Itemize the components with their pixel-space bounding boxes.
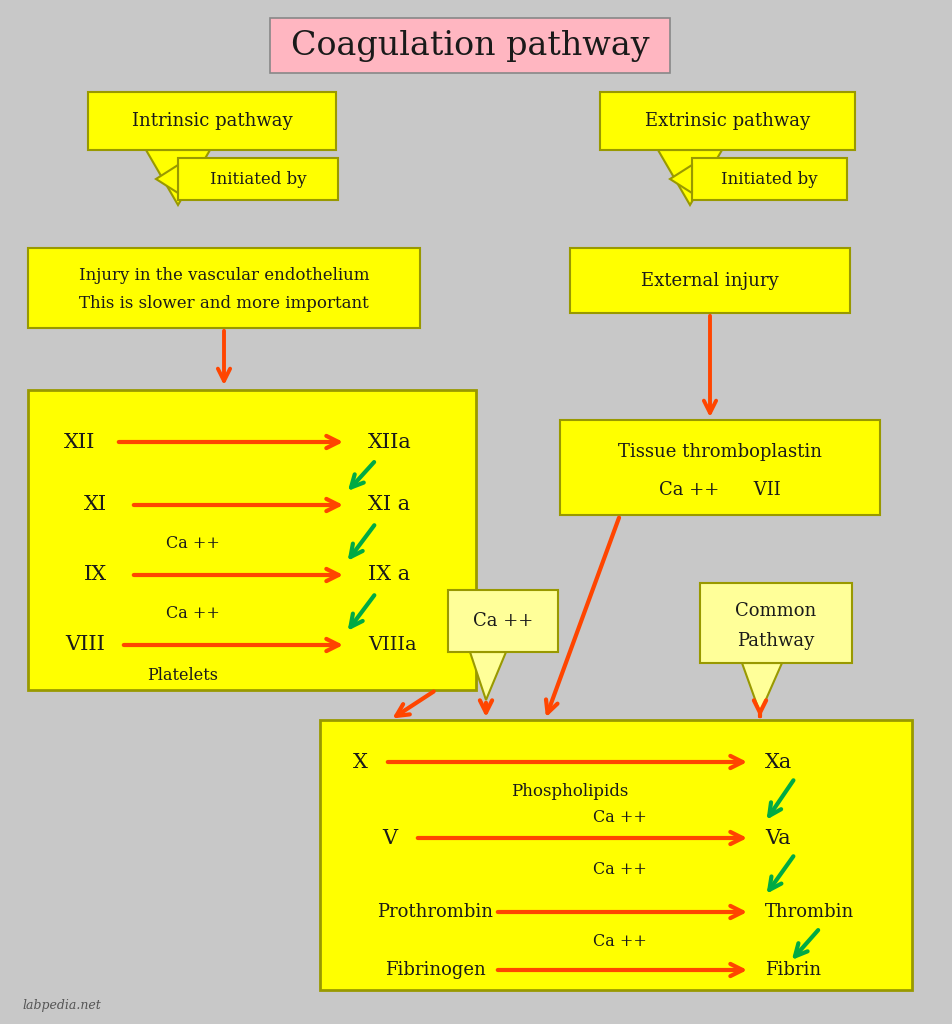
Text: Va: Va xyxy=(765,828,790,848)
Text: Fibrinogen: Fibrinogen xyxy=(385,961,486,979)
Text: Coagulation pathway: Coagulation pathway xyxy=(290,30,649,61)
Text: Ca ++: Ca ++ xyxy=(166,535,220,552)
Text: X: X xyxy=(352,753,367,771)
Bar xyxy=(560,420,880,515)
Bar xyxy=(570,248,850,313)
Text: Ca ++      VII: Ca ++ VII xyxy=(659,481,781,499)
Text: Ca ++: Ca ++ xyxy=(593,809,647,825)
Text: VIII: VIII xyxy=(65,636,105,654)
Polygon shape xyxy=(146,150,210,205)
Text: Ca ++: Ca ++ xyxy=(166,604,220,622)
Bar xyxy=(692,158,847,200)
Text: This is slower and more important: This is slower and more important xyxy=(79,295,368,311)
Bar xyxy=(600,92,855,150)
Bar xyxy=(88,92,336,150)
Text: XI a: XI a xyxy=(368,496,410,514)
Text: Tissue thromboplastin: Tissue thromboplastin xyxy=(618,443,822,461)
Bar xyxy=(270,18,670,73)
Text: Extrinsic pathway: Extrinsic pathway xyxy=(645,112,810,130)
Polygon shape xyxy=(156,165,178,193)
Text: IX: IX xyxy=(84,565,107,585)
Text: IX a: IX a xyxy=(368,565,410,585)
Text: XI: XI xyxy=(84,496,107,514)
Text: Initiated by: Initiated by xyxy=(209,171,307,187)
Text: Common: Common xyxy=(735,602,817,620)
Polygon shape xyxy=(670,165,692,193)
Text: Ca ++: Ca ++ xyxy=(593,934,647,950)
Bar xyxy=(700,583,852,663)
Text: Ca ++: Ca ++ xyxy=(593,861,647,879)
Polygon shape xyxy=(658,150,722,205)
Bar xyxy=(178,158,338,200)
Text: External injury: External injury xyxy=(642,271,779,290)
Text: Injury in the vascular endothelium: Injury in the vascular endothelium xyxy=(79,266,369,284)
Bar xyxy=(28,248,420,328)
Bar xyxy=(320,720,912,990)
Text: Xa: Xa xyxy=(765,753,792,771)
Text: VIIIa: VIIIa xyxy=(368,636,417,654)
Polygon shape xyxy=(470,652,506,700)
Polygon shape xyxy=(742,663,782,713)
Text: Phospholipids: Phospholipids xyxy=(511,783,628,801)
Text: Fibrin: Fibrin xyxy=(765,961,822,979)
Bar xyxy=(28,390,476,690)
Text: V: V xyxy=(383,828,398,848)
Text: labpedia.net: labpedia.net xyxy=(23,999,101,1013)
Text: XII: XII xyxy=(65,432,96,452)
Bar xyxy=(448,590,558,652)
Text: Thrombin: Thrombin xyxy=(765,903,854,921)
Text: Prothrombin: Prothrombin xyxy=(377,903,493,921)
Text: Ca ++: Ca ++ xyxy=(473,612,533,630)
Text: XIIa: XIIa xyxy=(368,432,412,452)
Text: Platelets: Platelets xyxy=(148,667,219,683)
Text: Initiated by: Initiated by xyxy=(722,171,818,187)
Text: Intrinsic pathway: Intrinsic pathway xyxy=(131,112,292,130)
Text: Pathway: Pathway xyxy=(738,632,815,650)
